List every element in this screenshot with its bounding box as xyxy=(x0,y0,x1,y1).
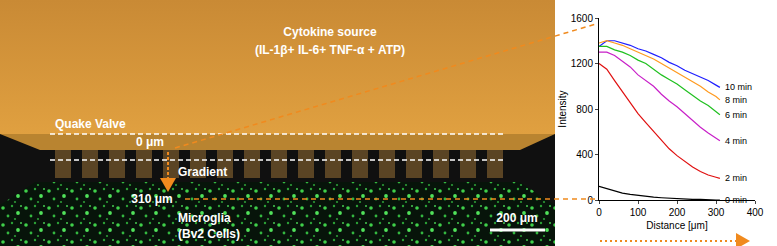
svg-text:0: 0 xyxy=(587,195,593,206)
svg-text:200 μm: 200 μm xyxy=(496,211,537,225)
svg-text:1200: 1200 xyxy=(571,58,594,69)
svg-text:8 min: 8 min xyxy=(725,95,747,105)
svg-text:100: 100 xyxy=(630,207,647,218)
svg-text:0: 0 xyxy=(596,207,602,218)
svg-text:400: 400 xyxy=(576,149,593,160)
svg-text:1600: 1600 xyxy=(571,13,594,24)
svg-text:800: 800 xyxy=(576,104,593,115)
svg-text:(IL-1β+ IL-6+ TNF-α + ATP): (IL-1β+ IL-6+ TNF-α + ATP) xyxy=(255,43,405,57)
svg-text:Intensity: Intensity xyxy=(557,90,568,127)
svg-text:0 min: 0 min xyxy=(725,195,747,205)
svg-text:Distance [μm]: Distance [μm] xyxy=(646,220,708,231)
svg-text:Quake Valve: Quake Valve xyxy=(55,117,126,131)
svg-text:310 μm: 310 μm xyxy=(131,192,172,206)
svg-text:0 μm: 0 μm xyxy=(136,135,164,149)
svg-text:300: 300 xyxy=(708,207,725,218)
svg-text:400: 400 xyxy=(747,207,764,218)
svg-text:Gradient: Gradient xyxy=(178,165,227,179)
svg-text:2 min: 2 min xyxy=(725,173,747,183)
svg-text:Cytokine source: Cytokine source xyxy=(283,25,377,39)
svg-text:Microglia: Microglia xyxy=(178,211,231,225)
svg-text:4 min: 4 min xyxy=(725,136,747,146)
svg-text:6 min: 6 min xyxy=(725,110,747,120)
svg-text:10 min: 10 min xyxy=(725,82,752,92)
svg-text:(Bv2 Cells): (Bv2 Cells) xyxy=(178,227,240,241)
svg-text:200: 200 xyxy=(669,207,686,218)
